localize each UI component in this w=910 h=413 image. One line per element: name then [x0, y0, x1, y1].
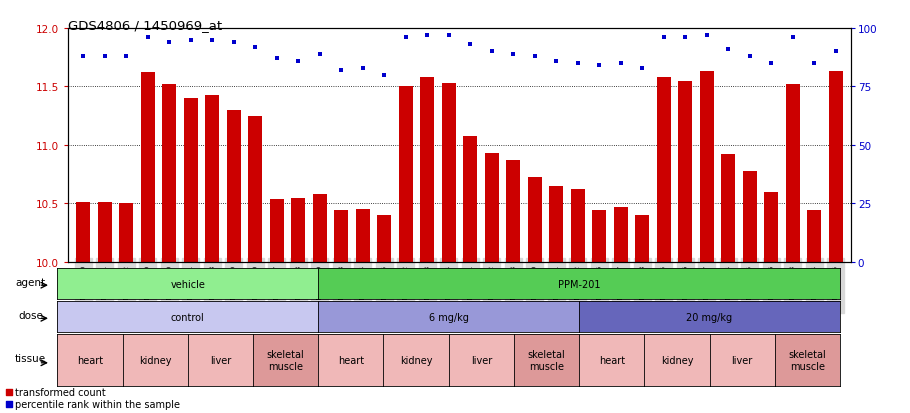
Text: kidney: kidney: [399, 355, 432, 366]
Bar: [141, 73, 155, 262]
Point: [140, 35, 155, 42]
Point: [76, 54, 91, 60]
Point: [613, 61, 628, 67]
Bar: [678, 81, 693, 262]
Text: GDS4806 / 1450969_at: GDS4806 / 1450969_at: [68, 19, 222, 31]
Point: [312, 51, 327, 58]
Bar: [399, 87, 413, 262]
Text: kidney: kidney: [139, 355, 171, 366]
Text: liver: liver: [470, 355, 492, 366]
Text: control: control: [171, 312, 205, 322]
Bar: [764, 192, 778, 262]
Bar: [743, 171, 757, 262]
Bar: [119, 204, 133, 262]
Point: [571, 61, 585, 67]
Bar: [184, 99, 197, 262]
Point: [227, 40, 241, 46]
Point: [205, 37, 219, 44]
Point: [377, 72, 391, 79]
Bar: [786, 85, 800, 262]
Text: vehicle: vehicle: [170, 279, 206, 289]
Point: [239, 240, 254, 246]
Bar: [313, 195, 327, 262]
Point: [743, 54, 757, 60]
Point: [828, 49, 843, 55]
Text: heart: heart: [338, 355, 364, 366]
Text: tissue: tissue: [15, 353, 46, 363]
Bar: [506, 161, 521, 262]
Bar: [829, 72, 843, 262]
Bar: [248, 116, 262, 262]
Bar: [378, 216, 391, 262]
Point: [269, 56, 284, 62]
Point: [764, 61, 779, 67]
Text: percentile rank within the sample: percentile rank within the sample: [15, 399, 180, 409]
Bar: [162, 85, 177, 262]
Text: PPM-201: PPM-201: [558, 279, 601, 289]
Bar: [614, 207, 628, 262]
Point: [184, 37, 198, 44]
Bar: [528, 177, 541, 262]
Point: [592, 63, 607, 69]
Text: 6 mg/kg: 6 mg/kg: [429, 312, 469, 322]
Point: [549, 58, 563, 65]
Text: skeletal
muscle: skeletal muscle: [788, 349, 826, 371]
Bar: [550, 186, 563, 262]
Bar: [356, 210, 369, 262]
Bar: [463, 136, 477, 262]
Bar: [334, 211, 349, 262]
Point: [635, 65, 650, 72]
Text: skeletal
muscle: skeletal muscle: [528, 349, 565, 371]
Point: [334, 68, 349, 74]
Point: [678, 35, 693, 42]
Text: skeletal
muscle: skeletal muscle: [267, 349, 305, 371]
Bar: [657, 78, 671, 262]
Point: [239, 353, 254, 359]
Text: transformed count: transformed count: [15, 387, 106, 397]
Text: liver: liver: [732, 355, 753, 366]
Text: 20 mg/kg: 20 mg/kg: [686, 312, 733, 322]
Bar: [76, 203, 90, 262]
Point: [356, 65, 370, 72]
Text: liver: liver: [210, 355, 231, 366]
Point: [807, 61, 822, 67]
Text: heart: heart: [599, 355, 625, 366]
Point: [721, 47, 735, 53]
Text: agent: agent: [15, 278, 46, 287]
Point: [97, 54, 112, 60]
Point: [291, 58, 306, 65]
Bar: [97, 203, 112, 262]
Point: [656, 35, 671, 42]
Bar: [206, 95, 219, 262]
Bar: [571, 190, 585, 262]
Bar: [592, 211, 606, 262]
Bar: [722, 155, 735, 262]
Point: [119, 54, 134, 60]
Text: kidney: kidney: [661, 355, 693, 366]
Bar: [635, 216, 650, 262]
Point: [528, 54, 542, 60]
Text: heart: heart: [77, 355, 103, 366]
Point: [399, 35, 413, 42]
Bar: [442, 84, 456, 262]
Bar: [485, 154, 499, 262]
Point: [785, 35, 800, 42]
Point: [506, 51, 521, 58]
Point: [700, 33, 714, 39]
Bar: [291, 198, 305, 262]
Point: [463, 42, 478, 49]
Point: [248, 44, 263, 51]
Point: [484, 49, 499, 55]
Bar: [227, 111, 241, 262]
Text: dose: dose: [18, 311, 43, 320]
Point: [420, 33, 435, 39]
Bar: [420, 78, 434, 262]
Point: [441, 33, 456, 39]
Bar: [269, 199, 284, 262]
Bar: [807, 211, 822, 262]
Bar: [700, 72, 713, 262]
Point: [162, 40, 177, 46]
